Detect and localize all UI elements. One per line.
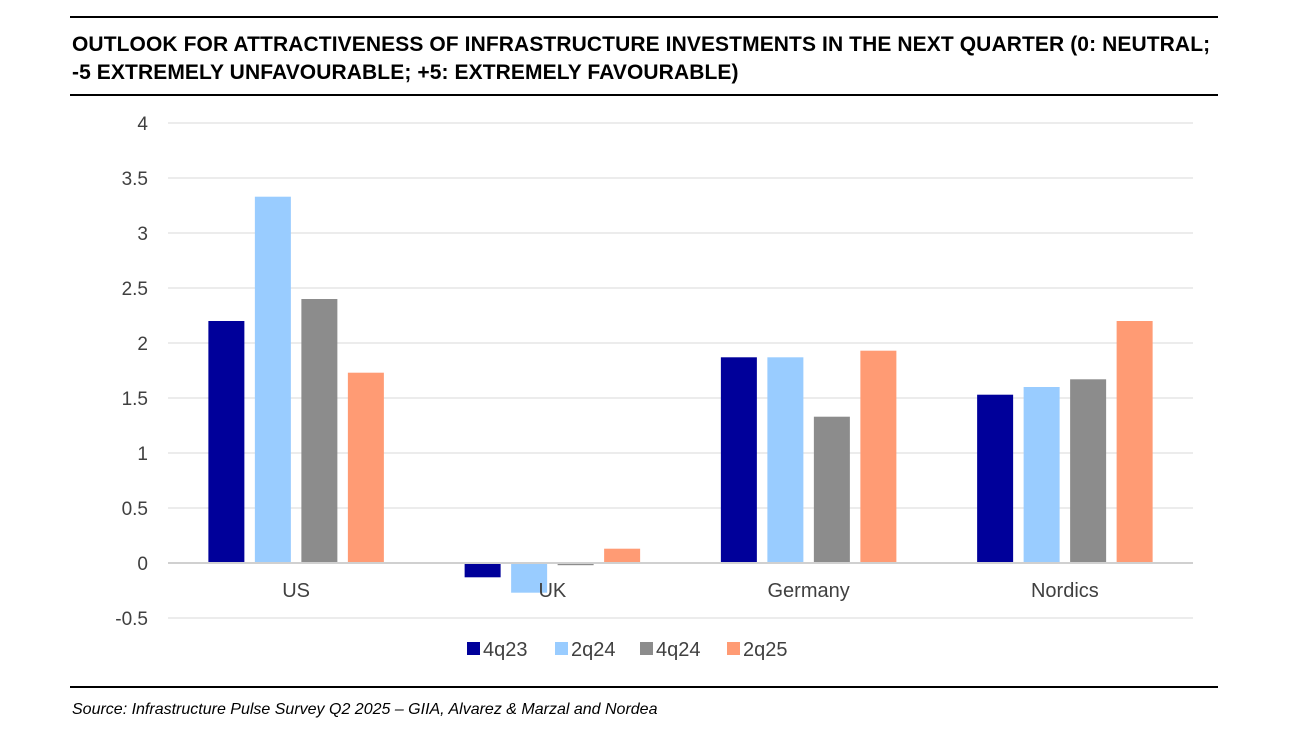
top-rule <box>70 16 1218 18</box>
bar-4q24-germany <box>813 416 850 563</box>
legend-swatch-4q23 <box>467 642 480 655</box>
chart-title: OUTLOOK FOR ATTRACTIVENESS OF INFRASTRUC… <box>72 33 1211 84</box>
legend-swatch-2q25 <box>727 642 740 655</box>
title-rule <box>70 94 1218 96</box>
y-axis-tick-labels: 4 3.5 3 2.5 2 1.5 1 0.5 0 -0.5 <box>115 114 148 630</box>
legend-label: 2q24 <box>571 639 616 661</box>
bar-2q25-nordics <box>1116 321 1153 563</box>
bar-4q24-us <box>301 299 338 563</box>
y-tick-label: 2 <box>137 334 148 355</box>
category-label: Germany <box>768 580 850 602</box>
bar-4q23-nordics <box>977 394 1014 563</box>
bar-4q24-uk <box>557 563 594 566</box>
legend-label: 4q23 <box>483 639 528 661</box>
y-tick-label: 0.5 <box>122 499 148 520</box>
bar-4q23-uk <box>464 563 501 578</box>
y-tick-label: 4 <box>137 114 148 135</box>
bar-2q25-uk <box>604 548 641 563</box>
legend-swatch-2q24 <box>555 642 568 655</box>
y-tick-label: 3.5 <box>122 169 148 190</box>
bar-2q25-germany <box>860 350 897 563</box>
y-tick-label: 1.5 <box>122 389 148 410</box>
gridlines <box>168 122 1193 619</box>
y-tick-label: 0 <box>137 554 148 575</box>
y-tick-label: -0.5 <box>115 609 148 630</box>
bar-2q25-us <box>347 372 384 563</box>
bar-4q23-us <box>208 321 245 563</box>
y-tick-label: 3 <box>137 224 148 245</box>
bar-4q23-germany <box>720 357 757 563</box>
bar-2q24-us <box>254 196 291 563</box>
category-label: UK <box>538 580 566 602</box>
legend-swatch-4q24 <box>640 642 653 655</box>
source-rule <box>70 686 1218 688</box>
source-note: Source: Infrastructure Pulse Survey Q2 2… <box>72 701 658 718</box>
y-tick-label: 1 <box>137 444 148 465</box>
legend-label: 4q24 <box>656 639 701 661</box>
bar-2q24-uk <box>511 563 548 593</box>
y-tick-label: 2.5 <box>122 279 148 300</box>
legend: 4q23 2q24 4q24 2q25 <box>467 639 788 661</box>
category-label: Nordics <box>1031 580 1099 602</box>
bar-2q24-nordics <box>1023 387 1060 563</box>
category-label: US <box>282 580 310 602</box>
bar-2q24-germany <box>767 357 804 563</box>
legend-label: 2q25 <box>743 639 788 661</box>
bar-4q24-nordics <box>1070 379 1107 563</box>
category-labels: US UK Germany Nordics <box>282 580 1099 602</box>
bars <box>208 196 1153 593</box>
